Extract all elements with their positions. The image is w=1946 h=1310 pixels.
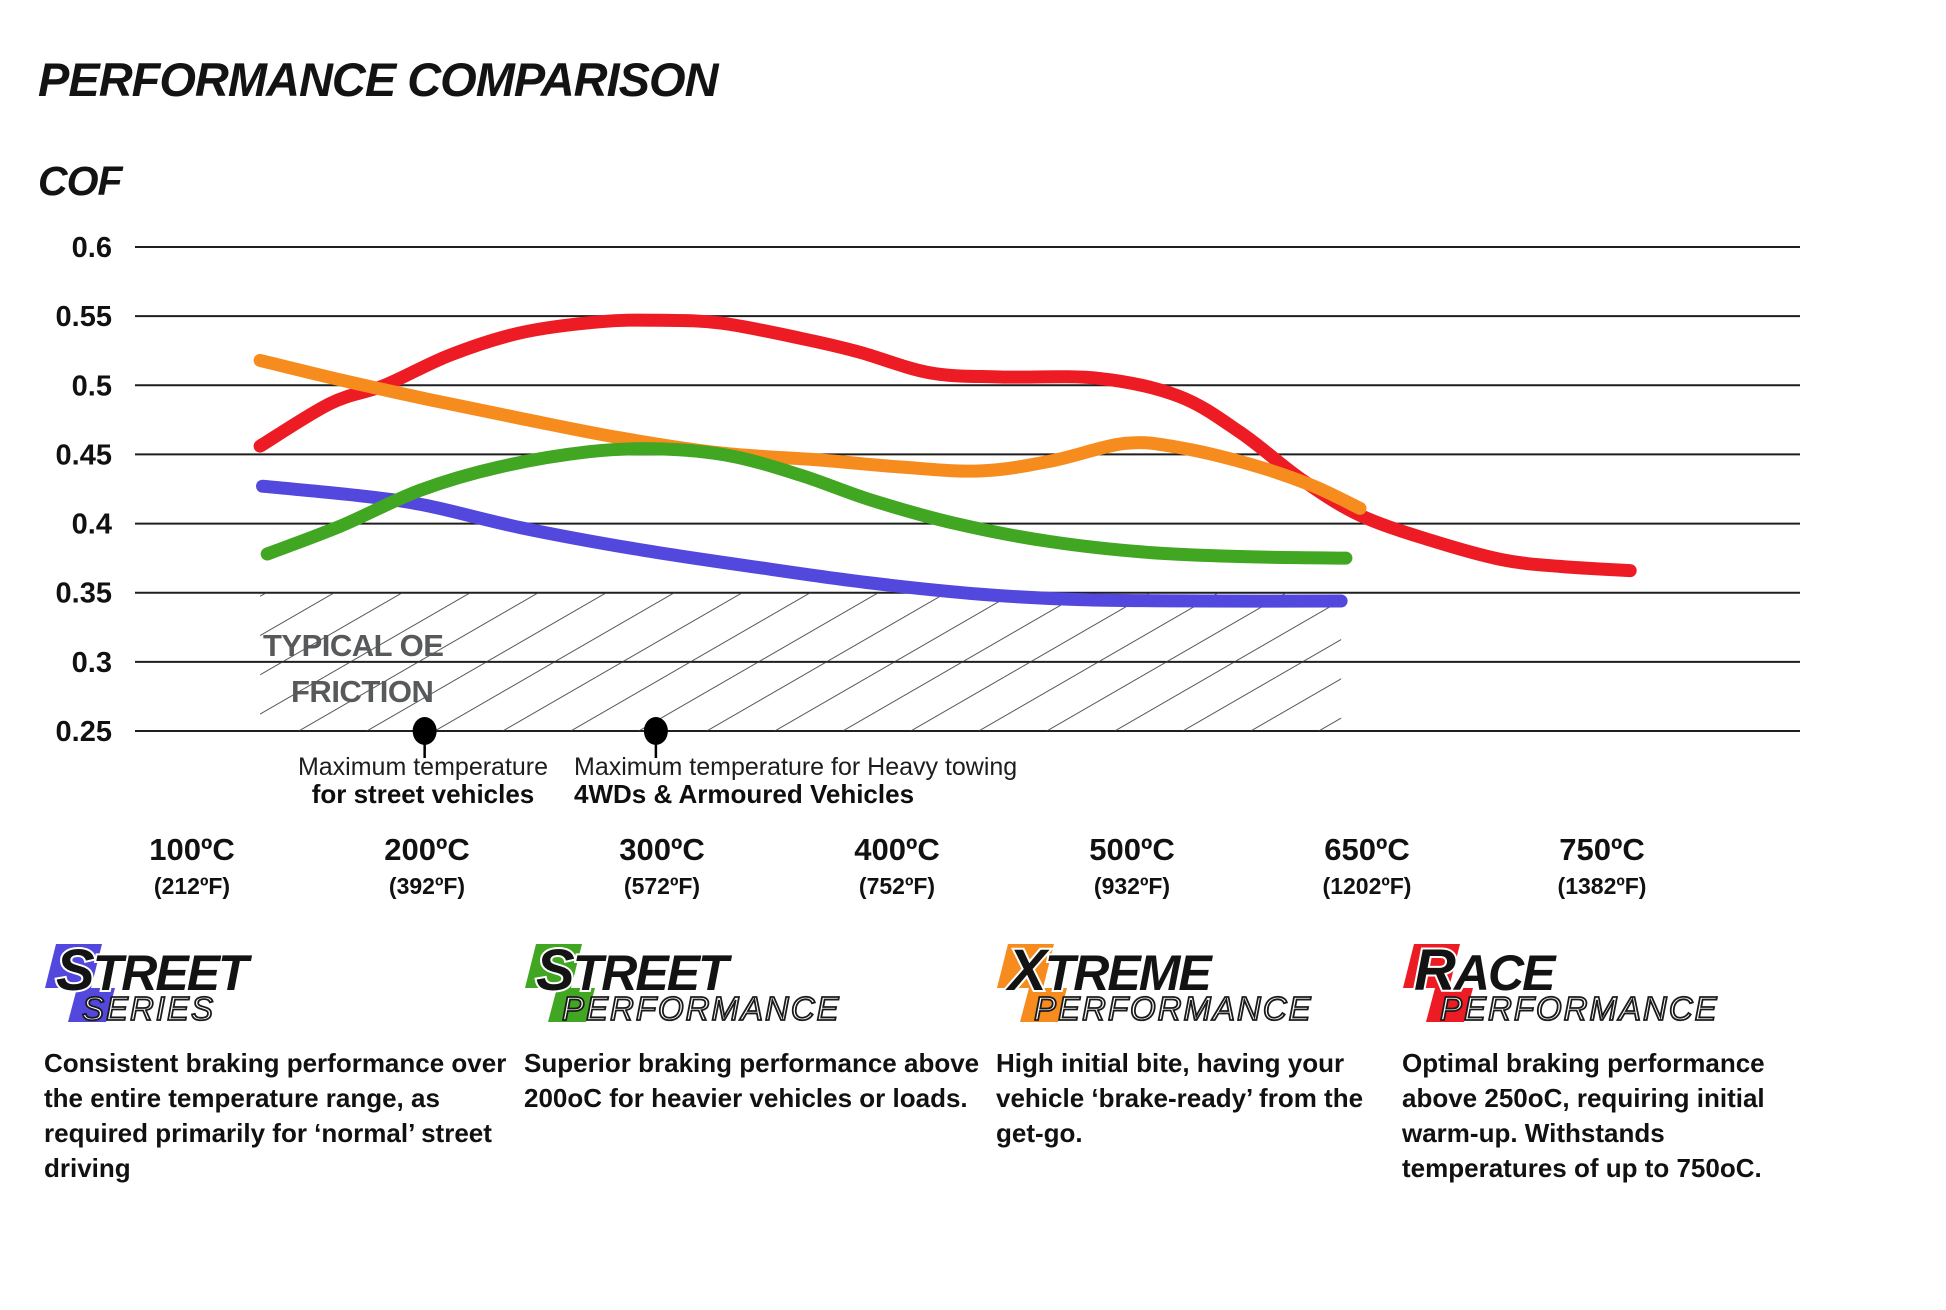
x-tick-label-c: 500ºC bbox=[1089, 832, 1174, 867]
x-tick-label-c: 650ºC bbox=[1324, 832, 1409, 867]
brand-word: STREET bbox=[536, 944, 733, 1003]
series-curves bbox=[253, 313, 1637, 608]
product-description: Superior braking performance above 200oC… bbox=[524, 1048, 980, 1113]
product-card-street-performance: STREET PERFORMANCE Superior braking perf… bbox=[524, 944, 999, 1116]
logo-color-chip bbox=[1020, 988, 1067, 1022]
y-tick-label: 0.5 bbox=[72, 370, 112, 402]
brand-word: STREET bbox=[56, 944, 253, 1003]
y-tick-label: 0.3 bbox=[72, 647, 112, 679]
logo-color-chip bbox=[45, 944, 102, 988]
y-tick-label: 0.55 bbox=[56, 301, 112, 333]
oe-friction-hatch bbox=[260, 592, 1342, 731]
x-tick-label-f: (572ºF) bbox=[624, 873, 700, 899]
x-tick-label-f: (1202ºF) bbox=[1323, 873, 1412, 899]
x-tick-label-f: (752ºF) bbox=[859, 873, 935, 899]
brand-word: XTREME bbox=[1005, 944, 1213, 1003]
x-tick-label-f: (932ºF) bbox=[1094, 873, 1170, 899]
curve-street-performance bbox=[260, 442, 1353, 565]
product-description: High initial bite, having your vehicle ‘… bbox=[996, 1048, 1364, 1148]
product-description: Optimal braking performance above 250oC,… bbox=[1402, 1048, 1765, 1183]
logo-color-chip bbox=[997, 944, 1054, 988]
logo-color-chip bbox=[68, 988, 115, 1022]
y-axis-title: COF bbox=[38, 158, 123, 204]
y-tick-label: 0.25 bbox=[56, 716, 112, 748]
y-tick-label: 0.6 bbox=[72, 232, 112, 264]
x-tick-label-c: 400ºC bbox=[854, 832, 939, 867]
x-tick-label-c: 300ºC bbox=[619, 832, 704, 867]
x-tick-label-c: 750ºC bbox=[1559, 832, 1644, 867]
y-tick-label: 0.4 bbox=[72, 509, 112, 541]
logo-color-chip bbox=[1403, 944, 1460, 988]
annotation-line1: Maximum temperature for Heavy towing bbox=[574, 753, 1017, 781]
axis-tick-labels: 0.6 0.55 0.5 0.45 0.4 0.35 0.3 0.25 100ºC (212ºF)… bbox=[56, 232, 1647, 899]
brand-subword: PERFORMANCE bbox=[1034, 990, 1313, 1026]
x-tick-label-c: 200ºC bbox=[384, 832, 469, 867]
brand-logo-race-performance: RACE PERFORMANCE bbox=[1403, 944, 1719, 1026]
product-description: Consistent braking performance over the … bbox=[44, 1048, 507, 1183]
logo-color-chip bbox=[1426, 988, 1473, 1022]
max-temp-dot bbox=[412, 717, 437, 745]
brand-logo-xtreme-performance: XTREME PERFORMANCE bbox=[997, 944, 1313, 1026]
annotation-line2: for street vehicles bbox=[312, 779, 535, 809]
x-tick-label-f: (212ºF) bbox=[154, 873, 230, 899]
max-temp-dot bbox=[643, 717, 668, 745]
x-tick-label-f: (392ºF) bbox=[389, 873, 465, 899]
annotation-dots bbox=[412, 717, 668, 758]
curve-race-performance bbox=[253, 313, 1637, 578]
logo-color-chip bbox=[525, 944, 582, 988]
brand-word: RACE bbox=[1414, 944, 1557, 1003]
x-tick-label-f: (1382ºF) bbox=[1558, 873, 1647, 899]
y-tick-label: 0.35 bbox=[56, 578, 112, 610]
curve-xtreme-performance bbox=[253, 353, 1367, 515]
x-tick-label-c: 100ºC bbox=[149, 832, 234, 867]
product-card-race-performance: RACE PERFORMANCE Optimal braking perform… bbox=[1402, 944, 1862, 1186]
brand-subword: PERFORMANCE bbox=[562, 990, 841, 1026]
curve-street-series bbox=[256, 479, 1348, 608]
annotation-line2: 4WDs & Armoured Vehicles bbox=[574, 779, 914, 809]
oe-friction-label: TYPICAL OE bbox=[263, 628, 443, 663]
oe-friction-label: FRICTION bbox=[291, 674, 433, 709]
brand-logo-street-series: STREET SERIES bbox=[45, 944, 257, 1026]
product-card-xtreme-performance: XTREME PERFORMANCE High initial bite, ha… bbox=[996, 944, 1456, 1151]
logo-color-chip bbox=[548, 988, 595, 1022]
y-tick-label: 0.45 bbox=[56, 439, 112, 471]
annotation-line1: Maximum temperature bbox=[298, 753, 548, 781]
brand-logo-street-performance: STREET PERFORMANCE bbox=[525, 944, 841, 1026]
brand-subword: SERIES bbox=[82, 990, 215, 1026]
typical-oe-friction-band: TYPICAL OE FRICTION bbox=[260, 592, 1342, 731]
brand-subword: PERFORMANCE bbox=[1440, 990, 1719, 1026]
page-title: PERFORMANCE COMPARISON bbox=[38, 53, 719, 106]
product-card-street-series: STREET SERIES Consistent braking perform… bbox=[44, 944, 544, 1186]
